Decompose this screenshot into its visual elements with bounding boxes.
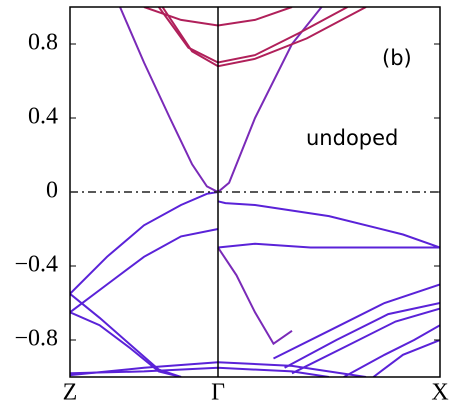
band-line (291, 307, 440, 375)
band-line (217, 200, 440, 249)
y-tick-label: −0.4 (14, 252, 58, 278)
band-line (70, 366, 330, 377)
x-tick-label: X (431, 380, 448, 406)
band-line (343, 324, 440, 377)
band-line (157, 7, 348, 64)
band-line (161, 7, 367, 68)
x-tick-label: Γ (211, 380, 225, 406)
band-line (372, 339, 440, 377)
band-line (119, 7, 323, 194)
band-line (70, 191, 219, 295)
band-line (284, 302, 440, 369)
band-line (70, 293, 182, 377)
y-tick-label: 0.4 (28, 104, 58, 130)
x-tick-label: Z (63, 380, 78, 406)
y-tick-label: −0.8 (14, 326, 58, 352)
band-line (70, 311, 182, 377)
band-line (70, 228, 219, 314)
annotation: (b) (382, 46, 412, 70)
band-line (273, 283, 440, 360)
y-tick-label: 0.8 (28, 30, 58, 56)
band-line (217, 246, 293, 346)
y-tick-label: 0 (46, 178, 58, 204)
band-line (217, 242, 440, 249)
annotation: undoped (306, 126, 398, 150)
